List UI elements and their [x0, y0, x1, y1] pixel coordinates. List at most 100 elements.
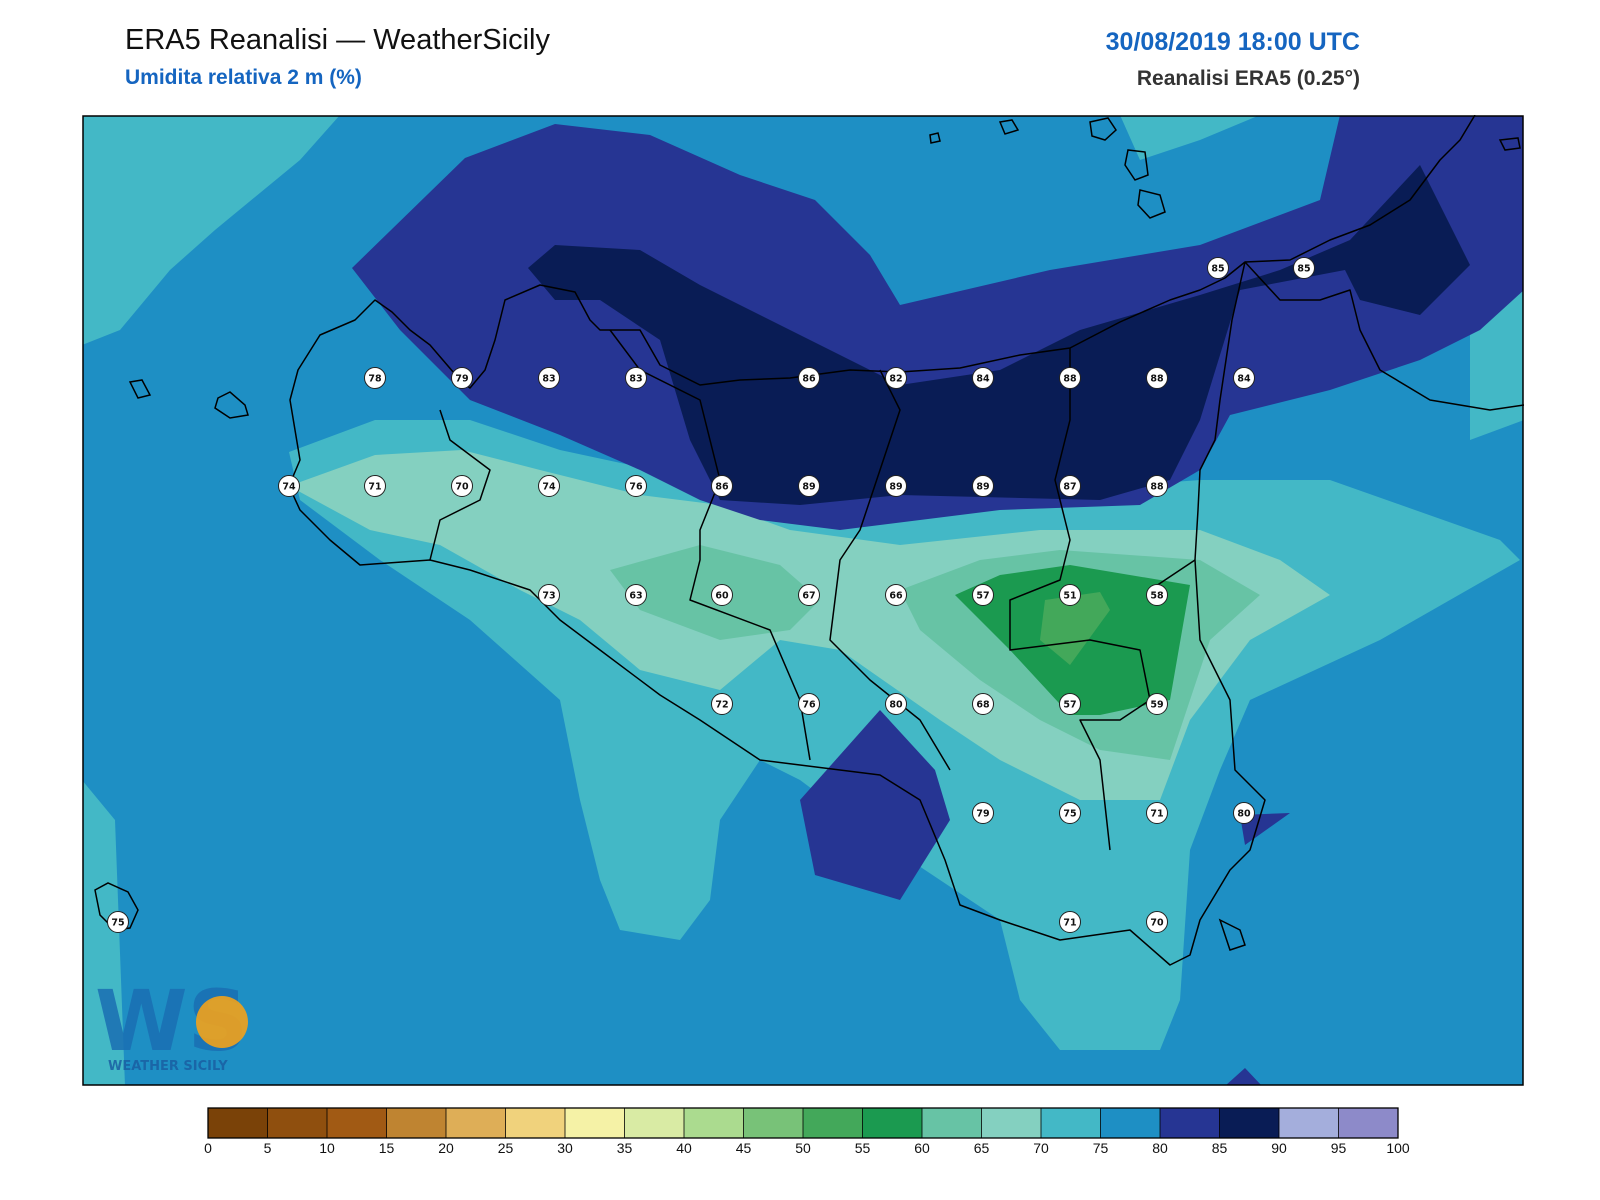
- station-circle: [1207, 257, 1229, 279]
- station-marker: 80: [1233, 802, 1255, 824]
- station-value: 68: [976, 700, 990, 711]
- station-marker: 71: [1059, 911, 1081, 933]
- station-circle: [625, 475, 647, 497]
- station-circle: [972, 475, 994, 497]
- station-circle: [1059, 693, 1081, 715]
- station-marker: 57: [972, 584, 994, 606]
- province-borders: [429, 329, 1196, 851]
- station-value: 80: [889, 700, 903, 711]
- colorbar-tick-label: 45: [736, 1140, 752, 1156]
- station-value: 71: [368, 482, 381, 493]
- station-value: 71: [1150, 809, 1163, 820]
- station-circle: [1293, 257, 1315, 279]
- station-circle: [1146, 367, 1168, 389]
- colorbar-cell: [386, 1108, 447, 1138]
- colorbar-cell: [267, 1108, 328, 1138]
- map-title: ERA5 Reanalisi — WeatherSicily: [125, 24, 550, 56]
- colorbar-cell: [1219, 1108, 1280, 1138]
- colorbar-tick-label: 5: [264, 1140, 272, 1156]
- station-value: 88: [1063, 374, 1077, 385]
- station-circle: [1059, 584, 1081, 606]
- station-marker: 84: [1233, 367, 1255, 389]
- station-circle: [1146, 584, 1168, 606]
- colorbar-tick-label: 20: [438, 1140, 454, 1156]
- calabria-coastline-south: [1244, 261, 1524, 411]
- station-marker: 71: [1146, 802, 1168, 824]
- station-marker: 89: [972, 475, 994, 497]
- station-circle: [451, 367, 473, 389]
- station-marker: 89: [798, 475, 820, 497]
- station-marker: 88: [1059, 367, 1081, 389]
- station-circle: [885, 367, 907, 389]
- station-marker: 73: [538, 584, 560, 606]
- station-value: 84: [976, 374, 990, 385]
- station-circle: [1233, 367, 1255, 389]
- station-circle: [1146, 802, 1168, 824]
- colorbar-cell: [505, 1108, 566, 1138]
- calabria-coastline: [1244, 115, 1476, 263]
- station-value: 79: [455, 374, 468, 385]
- colorbar-cell: [208, 1108, 268, 1138]
- station-marker: 57: [1059, 693, 1081, 715]
- station-value: 57: [1063, 700, 1076, 711]
- station-circle: [885, 693, 907, 715]
- station-value: 74: [542, 482, 556, 493]
- station-marker: 74: [538, 475, 560, 497]
- station-marker: 70: [451, 475, 473, 497]
- station-marker: 79: [451, 367, 473, 389]
- station-marker: 80: [885, 693, 907, 715]
- station-circle: [364, 367, 386, 389]
- malta-coast: [1218, 918, 1246, 951]
- colorbar-tick-label: 95: [1331, 1140, 1347, 1156]
- station-marker: 68: [972, 693, 994, 715]
- station-value: 58: [1150, 591, 1164, 602]
- lipari-island: [1089, 117, 1117, 141]
- station-value: 84: [1237, 374, 1251, 385]
- station-circle: [451, 475, 473, 497]
- station-circle: [798, 475, 820, 497]
- station-value: 76: [629, 482, 643, 493]
- station-value: 72: [715, 700, 728, 711]
- station-value: 71: [1063, 918, 1076, 929]
- station-value: 67: [802, 591, 815, 602]
- colorbar-tick-label: 90: [1271, 1140, 1287, 1156]
- station-marker: 89: [885, 475, 907, 497]
- station-marker: 71: [364, 475, 386, 497]
- station-value: 89: [802, 482, 815, 493]
- station-marker: 58: [1146, 584, 1168, 606]
- station-marker: 88: [1146, 475, 1168, 497]
- station-circle: [1059, 802, 1081, 824]
- weathersicily-logo: WS WEATHER SICILY: [95, 972, 248, 1074]
- station-value: 57: [976, 591, 989, 602]
- colorbar-tick-label: 70: [1033, 1140, 1049, 1156]
- station-value: 89: [889, 482, 902, 493]
- station-marker: 51: [1059, 584, 1081, 606]
- station-circle: [1146, 693, 1168, 715]
- station-marker: 86: [798, 367, 820, 389]
- station-value: 78: [368, 374, 382, 385]
- station-marker: 59: [1146, 693, 1168, 715]
- salina-island: [1137, 189, 1166, 219]
- colorbar-cell: [981, 1108, 1042, 1138]
- source-label: Reanalisi ERA5 (0.25°): [1136, 67, 1360, 90]
- station-circle: [798, 693, 820, 715]
- station-value: 59: [1150, 700, 1163, 711]
- station-marker: 86: [711, 475, 733, 497]
- colorbar-tick-label: 50: [795, 1140, 811, 1156]
- ustica-island: [929, 132, 941, 144]
- colorbar-cell: [803, 1108, 863, 1138]
- station-value: 51: [1063, 591, 1076, 602]
- station-value: 83: [542, 374, 555, 385]
- station-marker: 88: [1146, 367, 1168, 389]
- colorbar-cell: [565, 1108, 625, 1138]
- colorbar-cell: [922, 1108, 982, 1138]
- station-marker: 84: [972, 367, 994, 389]
- colorbar-cell: [1041, 1108, 1101, 1138]
- station-circle: [972, 802, 994, 824]
- station-value: 80: [1237, 809, 1251, 820]
- station-circle: [538, 475, 560, 497]
- station-value: 63: [629, 591, 642, 602]
- station-circle: [798, 584, 820, 606]
- station-circle: [538, 367, 560, 389]
- colorbar-tick-label: 65: [974, 1140, 990, 1156]
